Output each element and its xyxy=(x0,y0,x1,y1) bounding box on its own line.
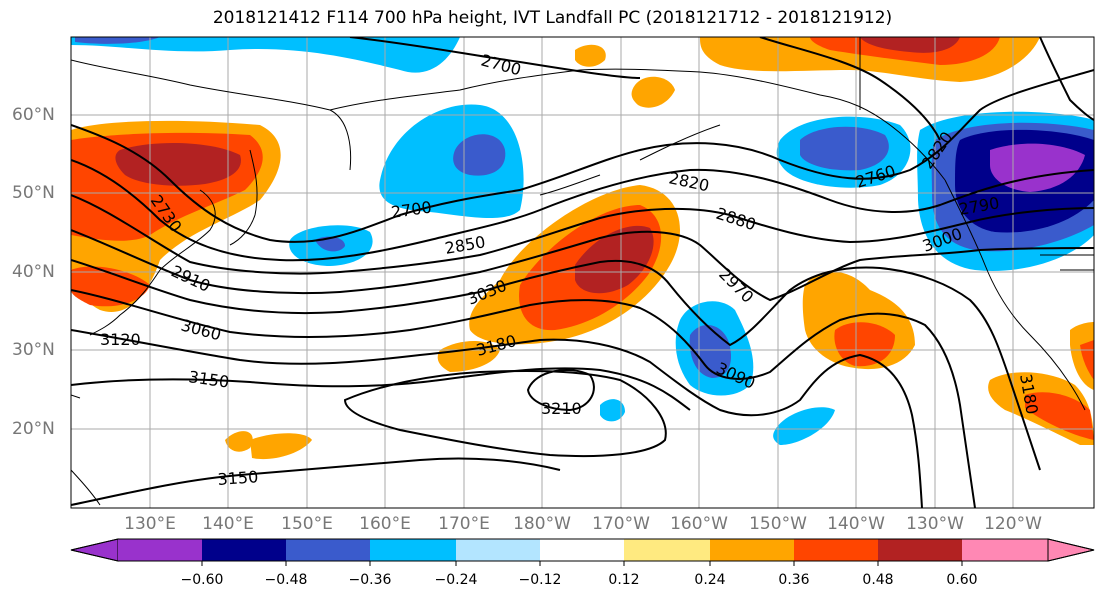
map-frame xyxy=(70,36,1095,509)
coastlines xyxy=(71,37,1094,506)
contour-label: 2820 xyxy=(667,168,711,195)
lat-label: 50°N xyxy=(12,183,55,203)
contour-label: 3060 xyxy=(179,316,223,345)
lon-label: 140°E xyxy=(202,514,254,534)
lon-label: 160°E xyxy=(359,514,411,534)
contour-label: 2970 xyxy=(715,264,757,306)
lat-label: 40°N xyxy=(12,262,55,282)
colorbar-tick-label: 0.12 xyxy=(608,572,640,588)
lon-label: 130°E xyxy=(124,514,176,534)
lon-label: 120°W xyxy=(984,514,1042,534)
lon-label: 160°W xyxy=(670,514,728,534)
lon-label: 150°W xyxy=(749,514,807,534)
lon-label: 170°W xyxy=(592,514,650,534)
lat-label: 60°N xyxy=(12,105,55,125)
lon-label: 170°E xyxy=(438,514,490,534)
lon-label: 140°W xyxy=(827,514,885,534)
contour-label: 3150 xyxy=(217,467,259,489)
colorbar-tick-label: −0.48 xyxy=(264,572,308,588)
gridlines xyxy=(71,37,1094,508)
contour-label: 3120 xyxy=(100,330,141,349)
lon-label: 180°W xyxy=(513,514,571,534)
colorbar-tick-label: 0.48 xyxy=(862,572,894,588)
contour-label: 2880 xyxy=(714,204,759,235)
colorbar-tick-label: −0.24 xyxy=(434,572,478,588)
contour-label: 3150 xyxy=(187,367,230,391)
colorbar xyxy=(70,538,1095,566)
colorbar-extension-low xyxy=(70,538,119,562)
lat-label: 20°N xyxy=(12,419,55,439)
lon-label: 130°W xyxy=(906,514,964,534)
colorbar-tick-label: −0.60 xyxy=(180,572,224,588)
colorbar-tick-label: −0.36 xyxy=(348,572,392,588)
contour-label: 3210 xyxy=(541,399,582,418)
colorbar-tick-label: 0.60 xyxy=(946,572,978,588)
colorbar-extension-high xyxy=(1047,538,1095,562)
colorbar-tick-label: 0.24 xyxy=(694,572,726,588)
contour-label: 2700 xyxy=(479,51,523,80)
lon-label: 150°E xyxy=(281,514,333,534)
colorbar-tick-label: 0.36 xyxy=(778,572,810,588)
chart-title: 2018121412 F114 700 hPa height, IVT Land… xyxy=(212,8,893,28)
colorbar-tick-label: −0.12 xyxy=(518,572,562,588)
height-contours xyxy=(71,37,1094,508)
lat-label: 30°N xyxy=(12,340,55,360)
